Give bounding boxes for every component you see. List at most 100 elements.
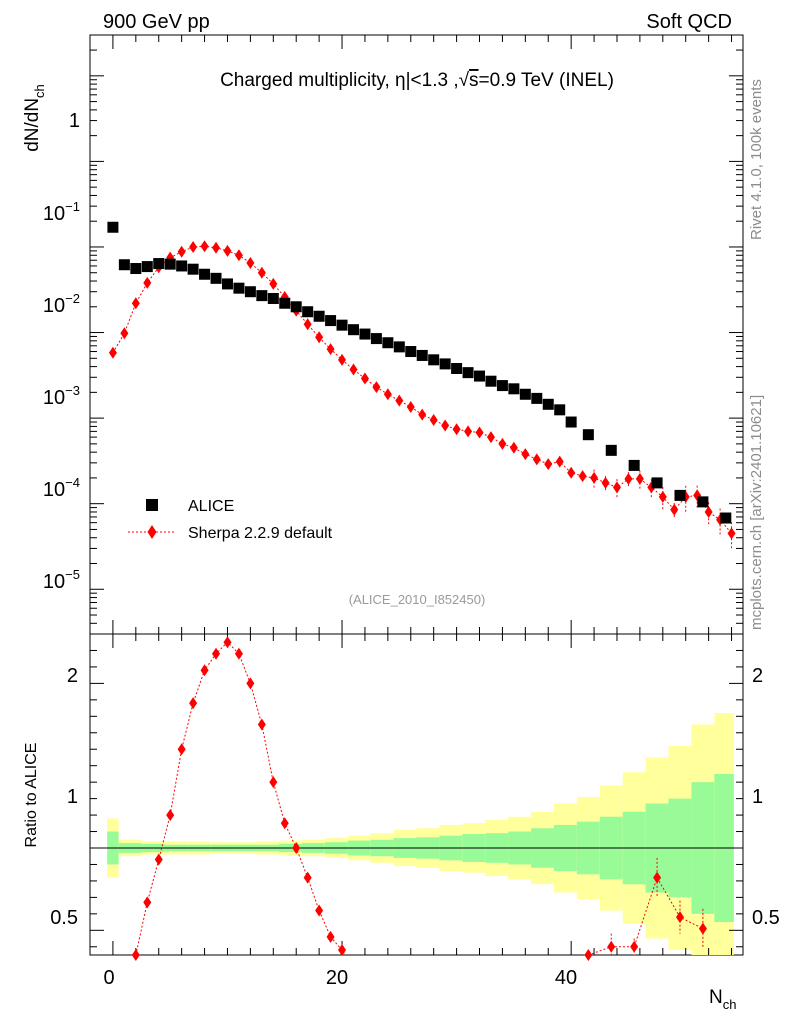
sherpa-line	[112, 245, 732, 534]
alice-point	[439, 358, 451, 370]
alice-point	[290, 301, 302, 313]
legend-alice-marker	[146, 499, 158, 511]
sherpa-point	[200, 240, 209, 253]
ratio-point	[675, 911, 684, 924]
sherpa-point	[177, 245, 186, 258]
alice-point	[210, 272, 222, 284]
ratio-line	[588, 876, 704, 956]
y-tick-labels: 1 10−1 10−2 10−3 10−4 10−5	[43, 110, 80, 593]
sherpa-point	[532, 453, 541, 466]
sherpa-point	[349, 363, 358, 376]
alice-point	[565, 416, 577, 428]
alice-point	[451, 363, 463, 375]
ratio-point	[154, 853, 163, 866]
sherpa-point	[406, 400, 415, 413]
ratio-point	[584, 949, 593, 961]
sherpa-point	[326, 343, 335, 356]
x-tick-label-0: 0	[103, 967, 114, 989]
sherpa-point	[383, 388, 392, 401]
sherpa-point	[635, 472, 644, 485]
alice-point	[697, 496, 709, 508]
ratio-point	[315, 904, 324, 917]
ratio-point	[143, 896, 152, 909]
sherpa-point	[567, 466, 576, 479]
alice-point	[405, 346, 417, 358]
ratio-point	[653, 871, 662, 884]
x-tick-label-20: 20	[326, 967, 348, 989]
header-right: Soft QCD	[646, 11, 732, 33]
alice-point	[164, 258, 176, 270]
sherpa-point	[578, 470, 587, 483]
alice-point	[107, 221, 119, 233]
alice-point	[428, 354, 440, 366]
sherpa-point	[418, 408, 427, 421]
sherpa-point	[704, 505, 713, 518]
alice-point	[176, 260, 188, 272]
sherpa-point	[395, 394, 404, 407]
sherpa-point	[555, 455, 564, 468]
ratio-tick-left-0.5: 0.5	[50, 907, 78, 929]
alice-point	[244, 286, 256, 298]
sherpa-point	[498, 437, 507, 450]
alice-point	[325, 315, 337, 327]
sherpa-point	[234, 249, 243, 262]
alice-point	[302, 306, 314, 318]
sherpa-point	[269, 277, 278, 290]
alice-point	[462, 367, 474, 379]
ratio-point	[212, 647, 221, 660]
sherpa-point	[658, 490, 667, 503]
alice-point	[187, 263, 199, 275]
ratio-point	[698, 922, 707, 935]
x-tick-label-40: 40	[555, 967, 577, 989]
sherpa-point	[727, 527, 736, 540]
alice-series-layer	[107, 221, 732, 524]
mcplots-label: mcplots.cern.ch [arXiv:2401.10621]	[748, 395, 765, 630]
ratio-tick-left-1: 1	[67, 786, 78, 808]
alice-point	[531, 392, 543, 404]
alice-point	[256, 290, 268, 302]
sherpa-point	[360, 372, 369, 385]
alice-point	[221, 278, 233, 290]
sherpa-point	[246, 256, 255, 269]
sherpa-point	[612, 481, 621, 494]
alice-point	[416, 349, 428, 361]
sherpa-point	[338, 353, 347, 366]
y-tick-label-0.1: 10−1	[43, 199, 80, 225]
sherpa-point	[441, 419, 450, 432]
alice-point	[582, 429, 594, 441]
sherpa-point	[143, 276, 152, 289]
legend-alice-label: ALICE	[188, 498, 234, 515]
sherpa-point	[624, 472, 633, 485]
sherpa-point	[486, 431, 495, 444]
alice-point	[279, 297, 291, 309]
sherpa-point	[544, 458, 553, 471]
alice-point	[313, 310, 325, 322]
ratio-tick-left-2: 2	[67, 665, 78, 687]
ratio-series-layer	[131, 636, 707, 961]
alice-point	[199, 268, 211, 280]
alice-point	[130, 263, 142, 275]
alice-point	[485, 375, 497, 387]
alice-point	[347, 324, 359, 336]
ratio-point	[177, 743, 186, 756]
sherpa-point	[509, 441, 518, 454]
ratio-point	[607, 940, 616, 953]
alice-point	[720, 512, 732, 524]
alice-point	[508, 383, 520, 395]
sherpa-point	[189, 240, 198, 253]
sherpa-point	[223, 244, 232, 257]
y-tick-label-0.001: 10−3	[43, 383, 80, 409]
sherpa-point	[601, 476, 610, 489]
x-tick-labels: 0 20 40	[103, 967, 577, 989]
sherpa-point	[521, 448, 530, 461]
axis-ticks-layer	[89, 34, 743, 955]
alice-point	[519, 388, 531, 400]
sherpa-point	[315, 331, 324, 344]
ratio-point	[166, 809, 175, 822]
ratio-point	[630, 940, 639, 953]
legend-sherpa-marker	[147, 525, 157, 539]
sherpa-point	[670, 503, 679, 516]
header-left: 900 GeV pp	[103, 11, 210, 33]
y-axis-label: dN/dNch	[22, 84, 47, 152]
